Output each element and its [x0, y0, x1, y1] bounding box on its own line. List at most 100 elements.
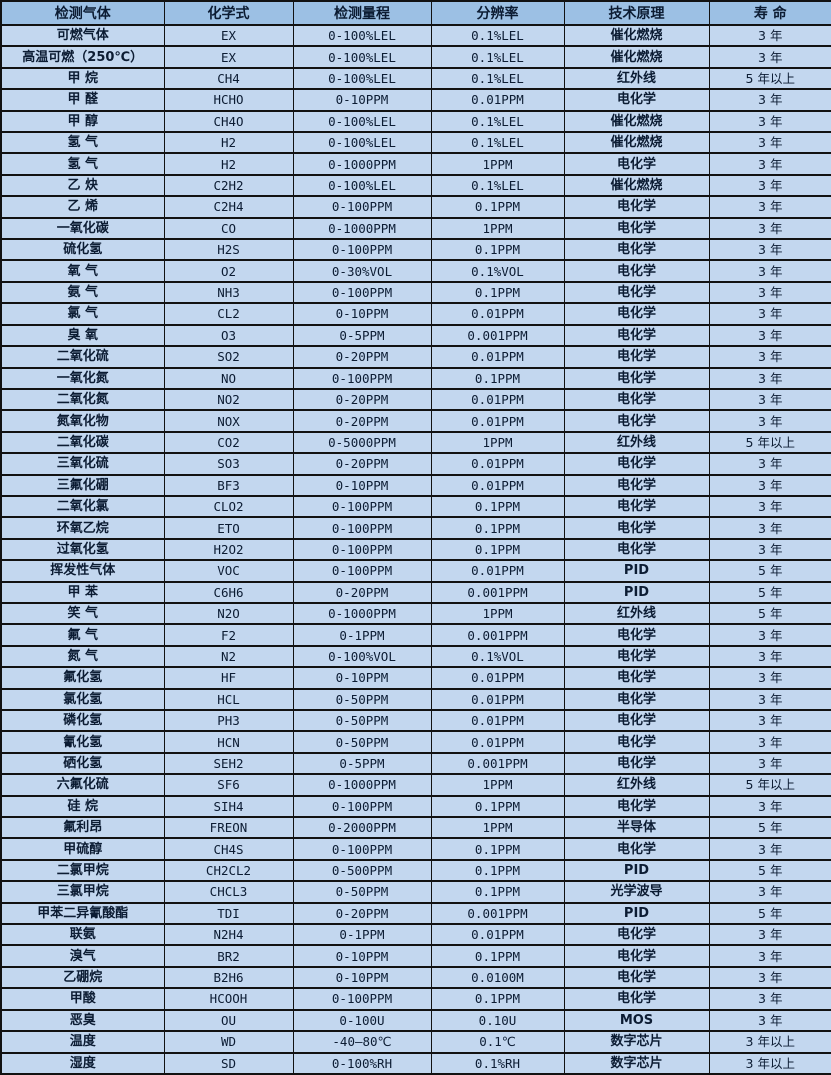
cell-technology-principle: 光学波导 [563, 880, 710, 904]
cell-detection-range: 0-100%LEL [292, 109, 432, 134]
cell-lifespan: 3 年 [708, 1008, 831, 1033]
cell-detection-range: 0-50PPM [292, 730, 432, 754]
cell-detection-range: 0-100PPM [292, 280, 432, 305]
cell-lifespan: 3 年 [708, 987, 831, 1011]
cell-chemical-formula: C2H2 [163, 173, 294, 198]
cell-lifespan: 3 年 [708, 387, 831, 412]
cell-chemical-formula: SIH4 [163, 794, 294, 819]
cell-gas-name: 一氧化碳 [0, 216, 165, 241]
cell-detection-range: 0-100PPM [292, 516, 432, 540]
cell-chemical-formula: N2 [163, 644, 294, 669]
cell-technology-principle: 电化学 [563, 302, 710, 326]
table-row: 氟化氢 HF 0-10PPM 0.01PPM 电化学 3 年 [0, 666, 831, 690]
cell-resolution: 0.1PPM [430, 195, 565, 219]
cell-chemical-formula: O3 [163, 323, 294, 348]
cell-resolution: 0.001PPM [430, 323, 565, 348]
cell-technology-principle: 电化学 [563, 452, 710, 476]
cell-lifespan: 3 年 [708, 623, 831, 647]
table-row: 氯化氢 HCL 0-50PPM 0.01PPM 电化学 3 年 [0, 687, 831, 712]
table-row: 高温可燃（250℃） EX 0-100%LEL 0.1%LEL 催化燃烧 3 年 [0, 45, 831, 69]
cell-detection-range: 0-10PPM [292, 666, 432, 690]
cell-chemical-formula: SF6 [163, 773, 294, 797]
cell-resolution: 0.1%LEL [430, 173, 565, 198]
cell-resolution: 0.01PPM [430, 708, 565, 733]
table-header-row: 检测气体 化学式 检测量程 分辨率 技术原理寿 命 [0, 0, 831, 26]
cell-gas-name: 甲 醇 [0, 109, 165, 134]
cell-chemical-formula: ETO [163, 516, 294, 540]
cell-chemical-formula: SO2 [163, 345, 294, 369]
cell-chemical-formula: C2H4 [163, 195, 294, 219]
cell-lifespan: 3 年 [708, 730, 831, 754]
cell-chemical-formula: OU [163, 1008, 294, 1033]
cell-gas-name: 氟化氢 [0, 666, 165, 690]
cell-chemical-formula: HCN [163, 730, 294, 754]
cell-gas-name: 溴气 [0, 944, 165, 968]
cell-chemical-formula: O2 [163, 259, 294, 283]
cell-gas-name: 氟利昂 [0, 816, 165, 840]
table-row: 笑 气 N2O 0-1000PPM 1PPM 红外线 5 年 [0, 601, 831, 626]
cell-lifespan: 3 年以上 [708, 1051, 831, 1075]
cell-lifespan: 3 年 [708, 494, 831, 519]
cell-resolution: 0.1PPM [430, 794, 565, 819]
cell-detection-range: 0-5000PPM [292, 430, 432, 455]
cell-detection-range: 0-100%LEL [292, 66, 432, 91]
cell-lifespan: 5 年 [708, 559, 831, 583]
cell-technology-principle: 红外线 [563, 430, 710, 455]
cell-technology-principle: 电化学 [563, 280, 710, 305]
cell-lifespan: 3 年 [708, 280, 831, 305]
cell-gas-name: 臭 氧 [0, 323, 165, 348]
cell-resolution: 1PPM [430, 816, 565, 840]
cell-technology-principle: PID [563, 559, 710, 583]
cell-detection-range: 0-100PPM [292, 195, 432, 219]
cell-technology-principle: 催化燃烧 [563, 131, 710, 155]
cell-gas-name: 甲 烷 [0, 66, 165, 91]
cell-detection-range: 0-1000PPM [292, 773, 432, 797]
header-row: 检测气体 化学式 检测量程 分辨率 技术原理寿 命 [0, 0, 831, 26]
table-row: 甲 烷 CH4 0-100%LEL 0.1%LEL 红外线 5 年以上 [0, 66, 831, 91]
cell-chemical-formula: EX [163, 23, 294, 48]
cell-chemical-formula: N2H4 [163, 923, 294, 947]
cell-detection-range: 0-100U [292, 1008, 432, 1033]
cell-resolution: 0.1PPM [430, 987, 565, 1011]
cell-technology-principle: PID [563, 901, 710, 926]
cell-lifespan: 3 年 [708, 537, 831, 562]
cell-gas-name: 硫化氢 [0, 238, 165, 262]
table-row: 三氟化硼 BF3 0-10PPM 0.01PPM 电化学 3 年 [0, 473, 831, 497]
table-row: 二氧化碳 CO2 0-5000PPM 1PPM 红外线 5 年以上 [0, 430, 831, 455]
cell-resolution: 0.1%VOL [430, 259, 565, 283]
cell-resolution: 0.01PPM [430, 473, 565, 497]
table-row: 三氧化硫 SO3 0-20PPM 0.01PPM 电化学 3 年 [0, 452, 831, 476]
cell-technology-principle: PID [563, 858, 710, 883]
cell-gas-name: 氨 气 [0, 280, 165, 305]
table-row: 硅 烷 SIH4 0-100PPM 0.1PPM 电化学 3 年 [0, 794, 831, 819]
cell-resolution: 0.01PPM [430, 730, 565, 754]
table-row: 硒化氢 SEH2 0-5PPM 0.001PPM 电化学 3 年 [0, 751, 831, 776]
cell-resolution: 0.1%LEL [430, 23, 565, 48]
cell-chemical-formula: CHCL3 [163, 880, 294, 904]
cell-gas-name: 甲 苯 [0, 580, 165, 604]
table-row: 甲硫醇 CH4S 0-100PPM 0.1PPM 电化学 3 年 [0, 837, 831, 861]
cell-lifespan: 3 年 [708, 944, 831, 968]
cell-detection-range: 0-10PPM [292, 944, 432, 968]
cell-chemical-formula: N2O [163, 601, 294, 626]
cell-lifespan: 3 年 [708, 923, 831, 947]
table-row: 氨 气 NH3 0-100PPM 0.1PPM 电化学 3 年 [0, 280, 831, 305]
cell-gas-name: 甲 醛 [0, 88, 165, 112]
table-row: 三氯甲烷 CHCL3 0-50PPM 0.1PPM 光学波导 3 年 [0, 880, 831, 904]
cell-resolution: 0.1PPM [430, 494, 565, 519]
cell-detection-range: 0-100%LEL [292, 173, 432, 198]
table-row: 六氟化硫 SF6 0-1000PPM 1PPM 红外线 5 年以上 [0, 773, 831, 797]
table-row: 甲 苯 C6H6 0-20PPM 0.001PPM PID 5 年 [0, 580, 831, 604]
cell-detection-range: 0-1PPM [292, 923, 432, 947]
cell-lifespan: 3 年 [708, 644, 831, 669]
header-cell-gas-name: 检测气体 [0, 0, 165, 26]
cell-resolution: 0.01PPM [430, 687, 565, 712]
cell-resolution: 0.01PPM [430, 452, 565, 476]
header-cell-resolution: 分辨率 [430, 0, 565, 26]
cell-gas-name: 三氯甲烷 [0, 880, 165, 904]
cell-lifespan: 3 年 [708, 366, 831, 390]
cell-gas-name: 恶臭 [0, 1008, 165, 1033]
cell-lifespan: 5 年以上 [708, 430, 831, 455]
cell-detection-range: 0-50PPM [292, 880, 432, 904]
cell-resolution: 0.1PPM [430, 944, 565, 968]
